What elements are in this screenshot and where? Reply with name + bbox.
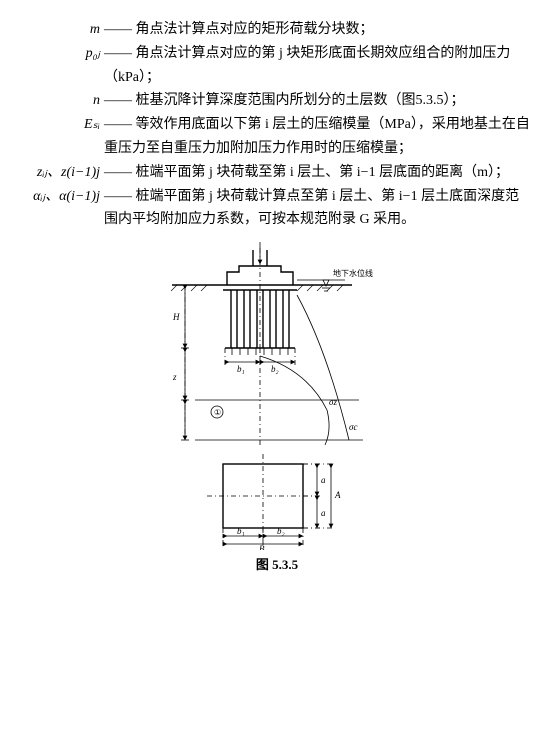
figure-caption: 图 5.3.5	[24, 554, 530, 576]
dim-z: z	[172, 372, 177, 382]
symbol-text: n	[93, 93, 100, 108]
definition-text: 桩端平面第 j 块荷载至第 i 层土、第 i−1 层底面的距离（m）；	[136, 165, 509, 180]
sigma-c: σc	[349, 422, 357, 432]
section-drawing: 地下水位线 H z σz σc ①	[171, 242, 373, 448]
diagram-svg: 地下水位线 H z σz σc ①	[127, 240, 427, 550]
definition-text: 角点法计算点对应的第 j 块矩形底面长期效应组合的附加压力（kPa）；	[104, 46, 510, 85]
definition-list: m 角点法计算点对应的矩形荷载分块数； p₀ⱼ 角点法计算点对应的第 j 块矩形…	[24, 18, 530, 232]
dim-H: H	[172, 312, 180, 322]
symbol: zᵢⱼ、z(i−1)j	[24, 161, 104, 185]
dim-b1a: b₁	[237, 364, 245, 374]
symbol-text: p₀ⱼ	[86, 46, 100, 61]
figure: 地下水位线 H z σz σc ①	[24, 240, 530, 576]
dim-b2a: b₂	[271, 364, 279, 374]
definition: 桩端平面第 j 块荷载计算点至第 i 层土、第 i−1 层土底面深度范围内平均附…	[104, 185, 530, 233]
dim-b2: b₂	[277, 526, 285, 536]
dim-b1: b₁	[237, 526, 245, 536]
definition: 桩端平面第 j 块荷载至第 i 层土、第 i−1 层底面的距离（m）；	[104, 161, 530, 185]
symbol: m	[24, 18, 104, 42]
definition-text: 等效作用底面以下第 i 层土的压缩模量（MPa），采用地基土在自重压力至自重压力…	[104, 117, 530, 156]
layer-label: ①	[214, 408, 221, 417]
dim-a1: a	[321, 475, 326, 485]
definition-text: 桩端平面第 j 块荷载计算点至第 i 层土、第 i−1 层土底面深度范围内平均附…	[104, 189, 519, 228]
definition: 角点法计算点对应的第 j 块矩形底面长期效应组合的附加压力（kPa）；	[104, 42, 530, 90]
dim-a2: a	[321, 508, 326, 518]
water-level-label: 地下水位线	[333, 268, 373, 278]
symbol: p₀ⱼ	[24, 42, 104, 90]
symbol-text: Eₛᵢ	[84, 117, 100, 132]
symbol: n	[24, 89, 104, 113]
plan-drawing: a a A b₁ b₂ B	[207, 454, 341, 550]
symbol: Eₛᵢ	[24, 113, 104, 161]
dim-B: B	[259, 544, 265, 550]
definition: 角点法计算点对应的矩形荷载分块数；	[104, 18, 530, 42]
symbol-text: αᵢⱼ、α(i−1)j	[33, 189, 100, 204]
symbol-text: m	[90, 22, 100, 37]
symbol: αᵢⱼ、α(i−1)j	[24, 185, 104, 233]
symbol-text: zᵢⱼ、z(i−1)j	[37, 165, 100, 180]
svg-text:A: A	[334, 490, 341, 500]
definition: 桩基沉降计算深度范围内所划分的土层数（图5.3.5）；	[104, 89, 530, 113]
definition: 等效作用底面以下第 i 层土的压缩模量（MPa），采用地基土在自重压力至自重压力…	[104, 113, 530, 161]
definition-text: 桩基沉降计算深度范围内所划分的土层数（图5.3.5）；	[136, 93, 465, 108]
definition-text: 角点法计算点对应的矩形荷载分块数；	[136, 22, 374, 37]
sigma-z: σz	[329, 397, 337, 407]
